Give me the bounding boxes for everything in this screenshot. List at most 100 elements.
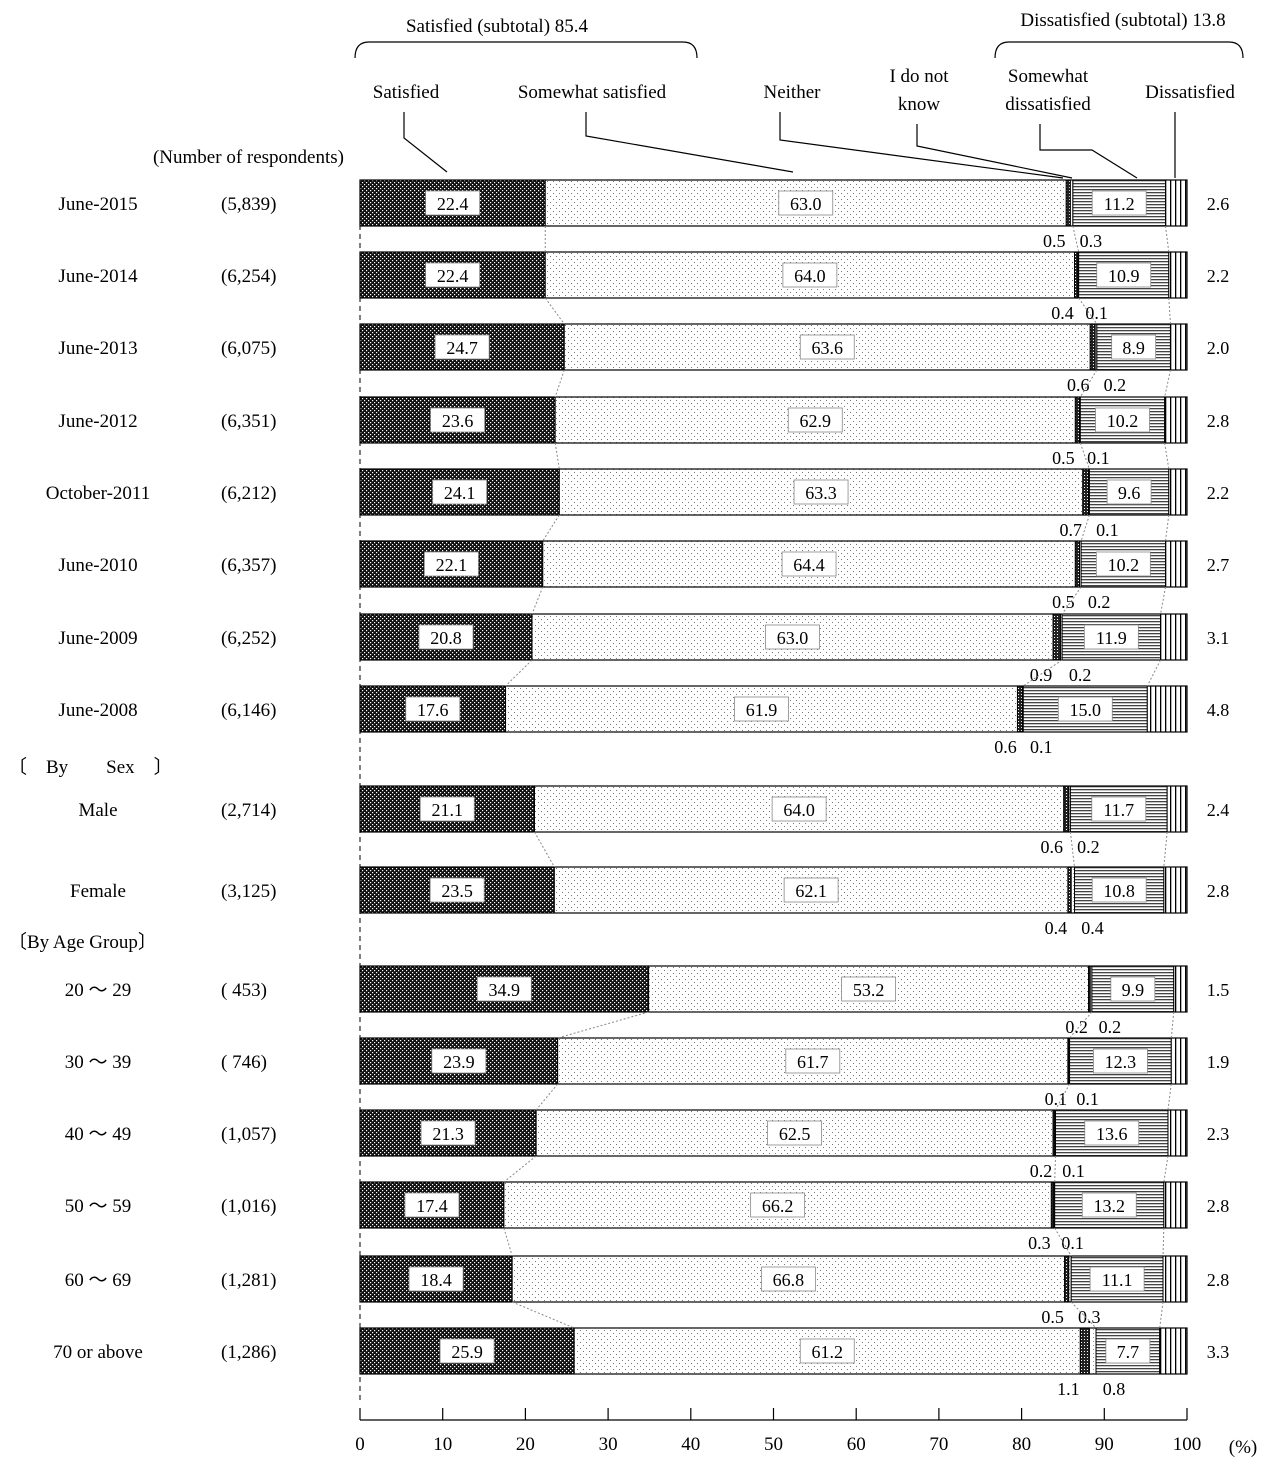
row-label: 50 ～ 59 [65,1196,132,1217]
bar-outline [359,866,1188,914]
data-label-box [1057,696,1113,722]
bar-segment-dissatisfied [1159,1327,1188,1375]
bar-segment-dissatisfied [1168,251,1188,299]
bracket-satisfied [354,41,698,59]
row-respondents: (2,714) [221,800,276,821]
connector-line [1163,1155,1169,1183]
connector-line [542,514,560,542]
row-label: June-2013 [58,338,137,359]
data-label-dont-know: 0.2 [1088,592,1111,612]
bar-segment-dissatisfied [1164,179,1188,227]
data-label-sat: 17.4 [416,1196,448,1216]
data-label-sat: 22.4 [437,194,469,214]
bar-segment-neither [1063,785,1070,833]
connector-line [535,1083,559,1111]
legend-label: I do not [889,66,949,87]
connector-line [1164,442,1170,470]
connector-line [1165,514,1170,542]
bar-row: Female (3,125) 23.5 62.1 10.8 2.8 0.4 0.4 [70,866,1229,938]
data-label-box [434,334,490,360]
x-tick-label: 10 [433,1434,452,1455]
row-respondents: ( 453) [221,980,267,1001]
connector-line [1070,1301,1097,1329]
x-tick-label: 70 [929,1434,948,1455]
data-label-dont-know: 0.2 [1069,665,1092,685]
data-label-dissatisfied: 2.4 [1207,800,1230,820]
data-label-box [423,551,479,577]
data-label-box [418,624,474,650]
data-label-neither: 1.1 [1057,1379,1080,1399]
data-label-neither: 0.5 [1041,1307,1064,1327]
data-label-box [432,479,488,505]
bar-row: 60 ～ 69 (1,281) 18.4 66.8 11.1 2.8 0.5 0.3 [65,1255,1230,1327]
connector-line [557,1011,649,1039]
bar-row: June-2012 (6,351) 23.6 62.9 10.2 2.8 0.5 0.1 [58,396,1229,468]
data-label-dont-know: 0.1 [1076,1089,1099,1109]
connector-line [503,1155,537,1183]
group-label-by-sex: 〔 By Sex 〕 [8,756,173,778]
data-label-ssat: 64.0 [783,800,815,820]
bar-outline [359,396,1188,444]
data-label-dissatisfied: 2.7 [1207,555,1230,575]
legend-leader-line [916,124,1073,179]
data-label-dissatisfied: 2.8 [1207,1270,1230,1290]
data-label-sdis: 9.9 [1122,980,1145,1000]
connector-line [1054,1227,1072,1257]
bar-segment-dissatisfied [1163,866,1188,914]
x-tick-label: 20 [516,1434,535,1455]
data-label-dissatisfied: 4.8 [1207,700,1230,720]
bar-segment-neither [1074,396,1080,444]
row-label: June-2014 [58,266,138,287]
data-label-box [405,696,461,722]
connector-line [554,442,560,470]
bar-row: June-2008 (6,146) 17.6 61.9 15.0 4.8 0.6 0.1 [58,685,1230,757]
x-axis: 0 10 20 30 40 50 60 70 80 90 100 (%) [355,180,1257,1458]
bar-row: June-2014 (6,254) 22.4 64.0 10.9 2.2 0.4 0.1 [58,251,1229,323]
data-label-neither: 0.1 [1045,1089,1068,1109]
data-label-sat: 22.4 [437,266,469,286]
bar-segment-neither [1074,540,1080,588]
row-label: Female [70,881,126,902]
data-label-box [1081,1192,1137,1218]
data-label-box [1106,479,1152,505]
bar-segment-neither [1065,179,1071,227]
data-label-neither: 0.6 [1067,375,1090,395]
data-label-box [439,1338,495,1364]
data-label-sdis: 11.2 [1104,194,1135,214]
data-label-box [419,796,475,822]
bar-row: June-2015 (5,839) 22.4 63.0 11.2 2.6 0.5 0.3 [58,179,1229,251]
data-label-box [793,479,849,505]
bar-row: June-2010 (6,357) 22.1 64.4 10.2 2.7 0.5 0.2 [58,540,1230,612]
data-label-ssat: 53.2 [853,980,885,1000]
bar-rows: 〔 By Sex 〕〔By Age Group〕 June-2015 (5,839)… [8,179,1230,1399]
data-label-ssat: 62.1 [795,881,827,901]
x-tick-label: 100 [1173,1434,1202,1455]
row-respondents: (3,125) [221,881,276,902]
connector-line [1069,831,1076,868]
data-label-box [431,1048,487,1074]
row-label: Male [78,800,117,821]
row-respondents: (5,839) [221,194,276,215]
legend-label: Satisfied [373,82,440,103]
data-label-neither: 0.4 [1045,918,1068,938]
data-label-neither: 0.3 [1028,1233,1051,1253]
legend-labels: Satisfied Somewhat satisfied Neither I do n… [373,66,1236,115]
bar-row: 40 ～ 49 (1,057) 21.3 62.5 13.6 2.3 0.2 0.1 [65,1109,1229,1181]
data-label-dissatisfied: 3.1 [1207,628,1230,648]
bar-segment-dissatisfied [1167,1109,1188,1157]
bar-outline [359,540,1188,588]
data-label-dont-know: 0.1 [1085,303,1108,323]
data-label-box [1091,796,1147,822]
bar-row: June-2009 (6,252) 20.8 63.0 11.9 3.1 0.9 0.2 [58,613,1230,685]
data-label-box [1084,1120,1140,1146]
data-label-box [1095,551,1151,577]
row-label: 40 ～ 49 [65,1124,132,1145]
connector-line [554,369,565,398]
bar-segment-dissatisfied [1170,1037,1188,1085]
data-label-sdis: 10.2 [1108,555,1140,575]
row-respondents: (1,286) [221,1342,276,1363]
legend-leader-line [1039,124,1138,179]
data-label-ssat: 66.8 [773,1270,805,1290]
data-label-box [430,407,485,433]
